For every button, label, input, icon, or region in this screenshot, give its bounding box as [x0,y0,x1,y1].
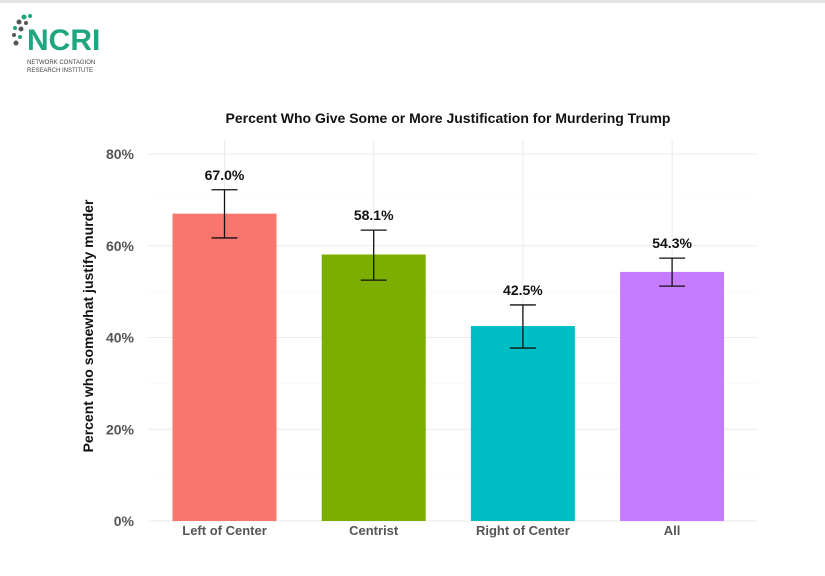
x-tick-label: All [664,523,681,538]
bar-all [620,271,725,521]
x-tick-label: Centrist [349,523,399,538]
y-axis-label: Percent who somewhat justify murder [80,199,96,452]
network-dots-icon [12,14,32,46]
data-label: 42.5% [503,282,543,298]
data-label: 58.1% [354,207,394,223]
bar-centrist [321,254,426,521]
logo-text: NCRI [27,24,100,57]
data-label: 67.0% [205,167,245,183]
y-tick-label: 40% [106,330,135,346]
y-tick-label: 20% [106,421,135,437]
bar-right-of-center [470,326,575,521]
y-tick-label: 60% [106,238,135,254]
data-label: 54.3% [652,235,692,251]
x-tick-label: Right of Center [476,523,570,538]
y-tick-label: 80% [106,146,135,162]
x-tick-label: Left of Center [182,523,267,538]
bar-left-of-center [172,213,277,521]
logo-subtitle-2: RESEARCH INSTITUTE [27,68,93,74]
chart-title: Percent Who Give Some or More Justificat… [226,110,671,126]
ncri-logo: NCRI NETWORK CONTAGION RESEARCH INSTITUT… [12,14,100,74]
top-divider [0,0,825,3]
logo-subtitle-1: NETWORK CONTAGION [27,60,95,66]
y-tick-label: 0% [114,513,135,529]
